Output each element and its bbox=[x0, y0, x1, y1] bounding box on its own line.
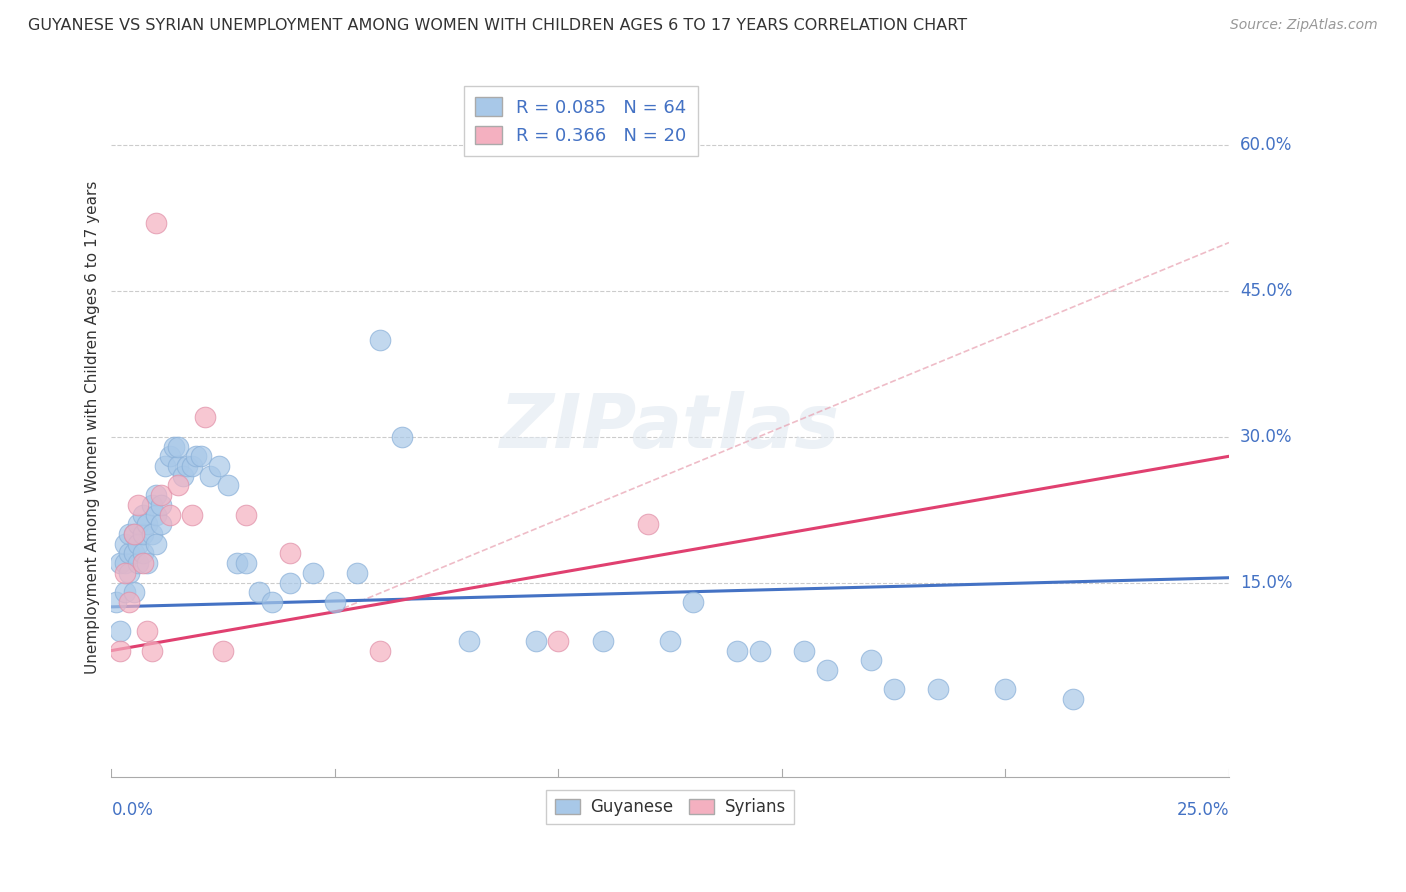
Point bbox=[114, 585, 136, 599]
Point bbox=[131, 527, 153, 541]
Point bbox=[235, 556, 257, 570]
Point bbox=[104, 595, 127, 609]
Point bbox=[659, 633, 682, 648]
Point bbox=[346, 566, 368, 580]
Point bbox=[127, 556, 149, 570]
Point bbox=[114, 537, 136, 551]
Point bbox=[118, 566, 141, 580]
Point bbox=[247, 585, 270, 599]
Text: 45.0%: 45.0% bbox=[1240, 282, 1292, 300]
Point bbox=[262, 595, 284, 609]
Point bbox=[172, 468, 194, 483]
Point bbox=[278, 546, 301, 560]
Point bbox=[592, 633, 614, 648]
Point bbox=[153, 458, 176, 473]
Point bbox=[725, 643, 748, 657]
Point bbox=[301, 566, 323, 580]
Point bbox=[114, 556, 136, 570]
Point bbox=[114, 566, 136, 580]
Point bbox=[159, 450, 181, 464]
Point bbox=[145, 508, 167, 522]
Point bbox=[524, 633, 547, 648]
Point bbox=[145, 537, 167, 551]
Point bbox=[163, 440, 186, 454]
Point bbox=[131, 546, 153, 560]
Point bbox=[131, 556, 153, 570]
Point bbox=[198, 468, 221, 483]
Point bbox=[682, 595, 704, 609]
Point bbox=[225, 556, 247, 570]
Point bbox=[194, 410, 217, 425]
Point bbox=[141, 527, 163, 541]
Point bbox=[110, 643, 132, 657]
Point bbox=[815, 663, 838, 677]
Point bbox=[217, 478, 239, 492]
Point bbox=[368, 333, 391, 347]
Point bbox=[235, 508, 257, 522]
Point bbox=[131, 508, 153, 522]
Point bbox=[368, 643, 391, 657]
Point bbox=[145, 488, 167, 502]
Point bbox=[547, 633, 569, 648]
Text: 15.0%: 15.0% bbox=[1240, 574, 1292, 591]
Point bbox=[793, 643, 815, 657]
Point bbox=[167, 458, 190, 473]
Point bbox=[860, 653, 883, 667]
Point bbox=[127, 517, 149, 532]
Point bbox=[118, 546, 141, 560]
Point bbox=[391, 430, 413, 444]
Point bbox=[110, 556, 132, 570]
Point bbox=[159, 508, 181, 522]
Text: 25.0%: 25.0% bbox=[1177, 801, 1229, 819]
Point bbox=[149, 498, 172, 512]
Point bbox=[136, 556, 159, 570]
Text: 0.0%: 0.0% bbox=[111, 801, 153, 819]
Point bbox=[149, 517, 172, 532]
Point bbox=[180, 508, 202, 522]
Point bbox=[122, 546, 145, 560]
Point bbox=[927, 682, 949, 697]
Text: 60.0%: 60.0% bbox=[1240, 136, 1292, 154]
Point bbox=[118, 595, 141, 609]
Point bbox=[180, 458, 202, 473]
Point bbox=[176, 458, 198, 473]
Point bbox=[145, 216, 167, 230]
Point bbox=[323, 595, 346, 609]
Point bbox=[110, 624, 132, 639]
Point bbox=[141, 498, 163, 512]
Point bbox=[190, 450, 212, 464]
Point bbox=[122, 527, 145, 541]
Point bbox=[637, 517, 659, 532]
Point bbox=[748, 643, 770, 657]
Point bbox=[122, 585, 145, 599]
Point bbox=[883, 682, 905, 697]
Point bbox=[994, 682, 1017, 697]
Text: ZIPatlas: ZIPatlas bbox=[501, 391, 841, 464]
Point bbox=[141, 643, 163, 657]
Text: Source: ZipAtlas.com: Source: ZipAtlas.com bbox=[1230, 18, 1378, 32]
Point bbox=[127, 498, 149, 512]
Point bbox=[212, 643, 235, 657]
Point bbox=[1062, 692, 1084, 706]
Point bbox=[127, 537, 149, 551]
Point bbox=[122, 527, 145, 541]
Point bbox=[136, 624, 159, 639]
Text: 30.0%: 30.0% bbox=[1240, 428, 1292, 446]
Y-axis label: Unemployment Among Women with Children Ages 6 to 17 years: Unemployment Among Women with Children A… bbox=[86, 180, 100, 673]
Legend: Guyanese, Syrians: Guyanese, Syrians bbox=[547, 789, 794, 824]
Point bbox=[278, 575, 301, 590]
Point bbox=[167, 478, 190, 492]
Point bbox=[167, 440, 190, 454]
Point bbox=[149, 488, 172, 502]
Point bbox=[136, 517, 159, 532]
Point bbox=[186, 450, 208, 464]
Point bbox=[458, 633, 481, 648]
Point bbox=[118, 527, 141, 541]
Text: GUYANESE VS SYRIAN UNEMPLOYMENT AMONG WOMEN WITH CHILDREN AGES 6 TO 17 YEARS COR: GUYANESE VS SYRIAN UNEMPLOYMENT AMONG WO… bbox=[28, 18, 967, 33]
Point bbox=[208, 458, 231, 473]
